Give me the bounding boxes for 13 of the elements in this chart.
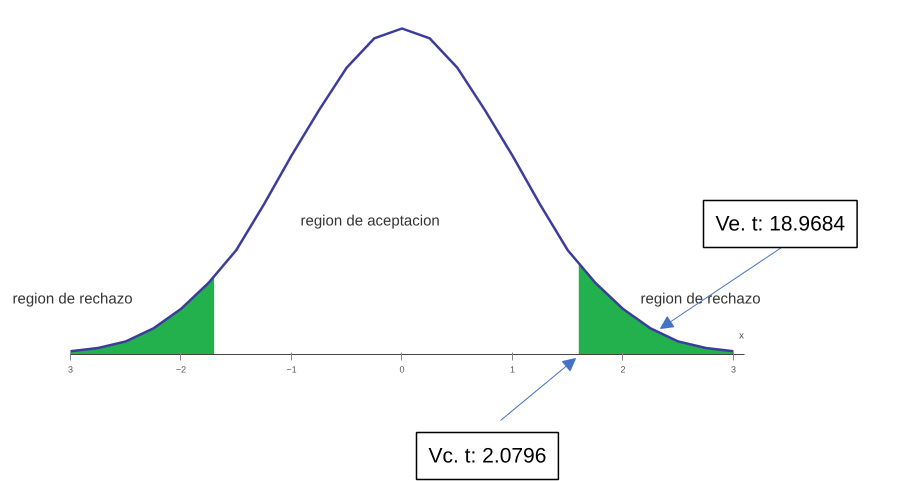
x-axis-title: x [738, 330, 744, 342]
annotation: Ve. t: 18.9684 [716, 212, 846, 236]
text: Vc. t: 2.0796 [428, 444, 546, 468]
x-tick-label: −1 [286, 364, 297, 374]
x-tick-label: 3 [730, 364, 736, 374]
x-tick-label: 1 [510, 364, 515, 374]
annotation: region de rechazo [12, 290, 133, 308]
annotation: region de aceptacion [300, 212, 440, 230]
x-tick-label: 0 [399, 364, 404, 374]
x-tick-label: 2 [620, 364, 626, 374]
annotation: region de rechazo [640, 290, 761, 308]
x-tick-label: −2 [176, 364, 186, 374]
x-tick-label: 3 [68, 364, 74, 374]
